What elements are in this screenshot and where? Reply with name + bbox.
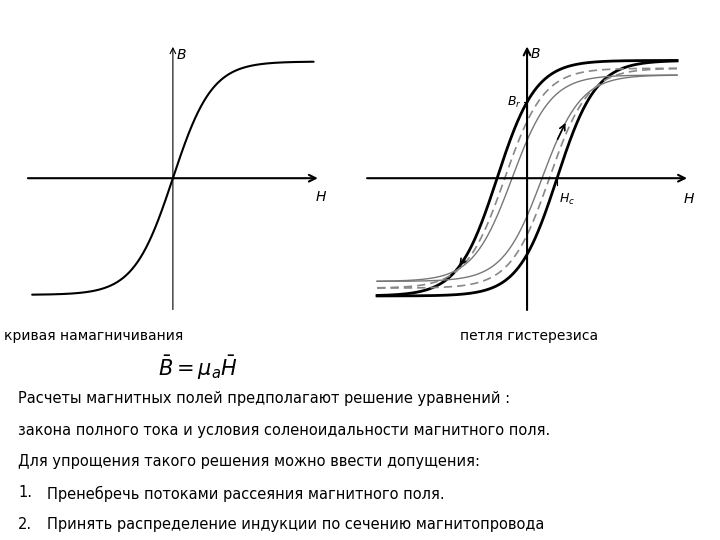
Text: закона полного тока и условия соленоидальности магнитного поля.: закона полного тока и условия соленоидал… <box>18 423 550 438</box>
Text: H: H <box>315 190 325 204</box>
Text: петля гистерезиса: петля гистерезиса <box>460 329 598 343</box>
Text: Пренебречь потоками рассеяния магнитного поля.: Пренебречь потоками рассеяния магнитного… <box>47 485 444 502</box>
Text: $H_c$: $H_c$ <box>559 192 575 207</box>
Text: Принять распределение индукции по сечению магнитопровода: Принять распределение индукции по сечени… <box>47 517 544 532</box>
Text: B: B <box>531 47 540 61</box>
Text: B: B <box>176 48 186 62</box>
Text: Для упрощения такого решения можно ввести допущения:: Для упрощения такого решения можно ввест… <box>18 454 480 469</box>
Text: Расчеты магнитных полей предполагают решение уравнений :: Расчеты магнитных полей предполагают реш… <box>18 392 510 407</box>
Text: H: H <box>683 192 694 206</box>
Text: 1.: 1. <box>18 485 32 501</box>
Text: $B_r$: $B_r$ <box>508 94 522 110</box>
Text: 2.: 2. <box>18 517 32 532</box>
Text: кривая намагничивания: кривая намагничивания <box>4 329 183 343</box>
Text: $\bar{B} = \mu_a \bar{H}$: $\bar{B} = \mu_a \bar{H}$ <box>158 354 238 382</box>
